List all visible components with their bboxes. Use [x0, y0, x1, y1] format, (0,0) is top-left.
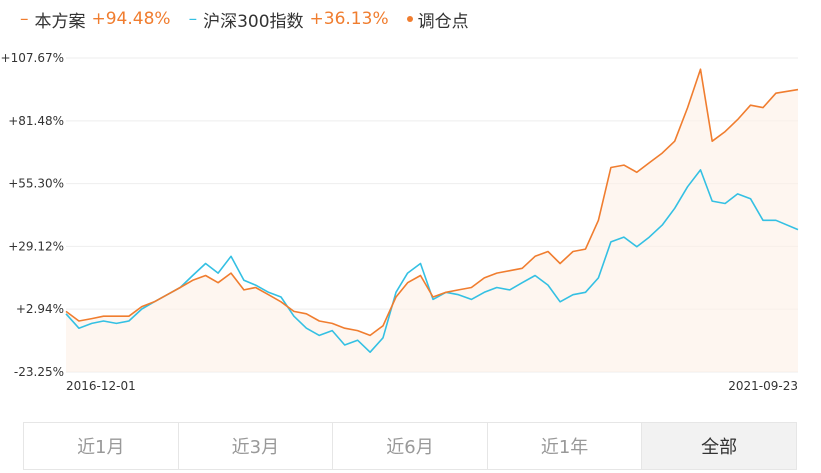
legend-value: +94.48%	[91, 9, 171, 29]
tab-6-months[interactable]: 近6月	[333, 423, 488, 469]
legend-dash-icon: –	[188, 9, 198, 29]
chart-legend: – 本方案 +94.48% – 沪深300指数 +36.13% 调仓点	[20, 6, 487, 32]
line-chart: +107.67% +81.48% +55.30% +29.12% +2.94% -23.2…	[1, 51, 799, 393]
tab-1-year[interactable]: 近1年	[488, 423, 643, 469]
y-tick-label: +2.94%	[16, 302, 64, 316]
y-tick-label: +81.48%	[8, 114, 64, 128]
x-tick-label: 2021-09-23	[728, 379, 798, 393]
legend-item-rebalance[interactable]: 调仓点	[406, 7, 469, 32]
area-plan	[66, 69, 798, 372]
tab-3-months[interactable]: 近3月	[179, 423, 334, 469]
legend-label: 沪深300指数	[203, 11, 304, 32]
tab-all[interactable]: 全部	[642, 423, 796, 469]
legend-label: 调仓点	[417, 11, 469, 32]
legend-dot-icon	[406, 16, 413, 22]
legend-dash-icon: –	[20, 9, 29, 29]
y-tick-label: -23.25%	[14, 365, 64, 379]
series-line-index	[65, 169, 799, 353]
y-tick-label: +107.67%	[1, 51, 64, 65]
series-line-plan	[65, 68, 799, 337]
range-tabs: 近1月 近3月 近6月 近1年 全部	[23, 422, 797, 470]
y-tick-label: +55.30%	[8, 177, 64, 191]
y-tick-label: +29.12%	[8, 239, 64, 253]
legend-label: 本方案	[34, 11, 86, 32]
legend-item-index[interactable]: – 沪深300指数 +36.13%	[189, 7, 389, 32]
legend-item-plan[interactable]: – 本方案 +94.48%	[20, 7, 171, 32]
x-tick-label: 2016-12-01	[66, 379, 136, 393]
legend-value: +36.13%	[309, 9, 389, 29]
tab-1-month[interactable]: 近1月	[24, 423, 179, 469]
